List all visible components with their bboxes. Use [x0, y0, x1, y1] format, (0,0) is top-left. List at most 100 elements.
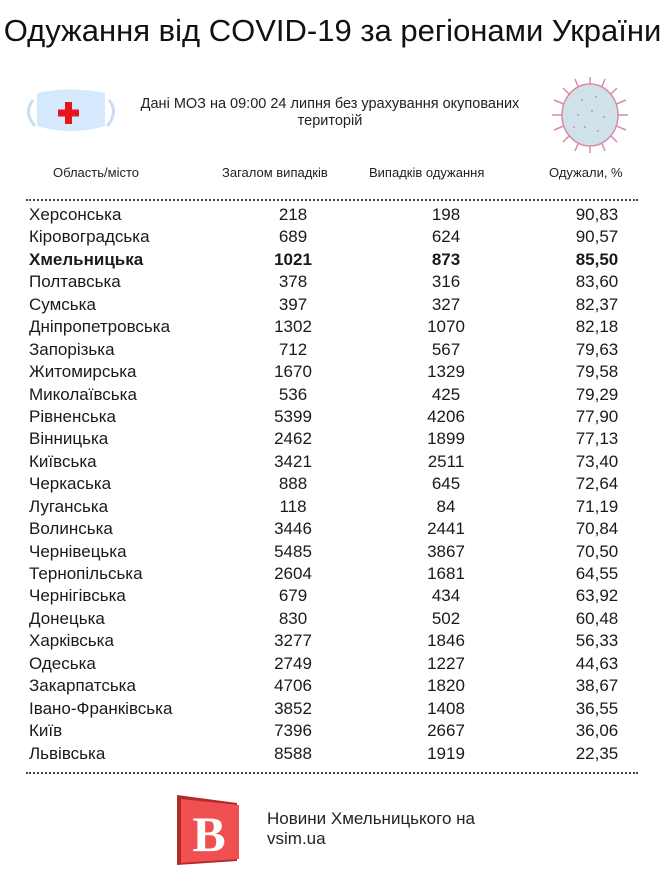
subtitle: Дані МОЗ на 09:00 24 липня без урахуванн… [140, 96, 520, 129]
region-name: Чернігівська [29, 586, 126, 606]
recovered-percent: 36,06 [575, 721, 619, 741]
table-row: Рівненська 5399 4206 77,90 [0, 406, 665, 428]
total-cases: 888 [278, 474, 308, 494]
total-cases: 4706 [274, 676, 312, 696]
recovered-percent: 82,37 [575, 294, 619, 314]
recovered-cases: 84 [436, 496, 456, 516]
total-cases: 536 [278, 384, 308, 404]
recovered-cases: 567 [431, 339, 461, 359]
table-row: Львівська 8588 1919 22,35 [0, 743, 665, 765]
region-name: Київ [29, 721, 63, 741]
table-row: Миколаївська 536 425 79,29 [0, 384, 665, 406]
footer-text: Новини Хмельницького на vsim.ua [267, 809, 475, 849]
total-cases: 5399 [274, 406, 312, 426]
total-cases: 830 [278, 608, 308, 628]
recovered-cases: 327 [431, 294, 461, 314]
recovered-percent: 64,55 [575, 564, 619, 583]
recovered-percent: 38,67 [575, 676, 619, 696]
header-recovered: Випадків одужання [369, 165, 485, 180]
table-row: Тернопільська 2604 1681 64,55 [0, 563, 665, 585]
recovered-cases: 1070 [427, 317, 465, 337]
recovered-percent: 77,13 [575, 429, 619, 449]
header-region: Область/місто [53, 165, 139, 180]
table-row: Луганська 118 84 71,19 [0, 496, 665, 518]
region-name: Луганська [29, 496, 109, 516]
table-row: Чернівецька 5485 3867 70,50 [0, 541, 665, 563]
recovered-percent: 44,63 [575, 653, 619, 673]
region-name: Житомирська [29, 362, 137, 382]
region-name: Сумська [29, 294, 96, 314]
recovered-percent: 36,55 [575, 698, 619, 718]
recovered-percent: 79,63 [575, 339, 619, 359]
page-title: Одужання від COVID-19 за регіонами Украї… [3, 13, 662, 48]
table-row: Кіровоградська 689 624 90,57 [0, 226, 665, 248]
total-cases: 2604 [274, 564, 312, 583]
table-row: Закарпатська 4706 1820 38,67 [0, 675, 665, 697]
region-name: Херсонська [29, 205, 122, 224]
recovered-cases: 1899 [427, 429, 465, 449]
recovered-cases: 1227 [427, 653, 465, 673]
recovered-percent: 70,50 [575, 541, 619, 561]
region-name: Вінницька [29, 429, 109, 449]
table-row: Київська 3421 2511 73,40 [0, 451, 665, 473]
recovered-percent: 90,57 [575, 227, 619, 247]
region-name: Черкаська [29, 474, 112, 494]
table-row: Херсонська 218 198 90,83 [0, 204, 665, 226]
total-cases: 2749 [274, 653, 312, 673]
total-cases: 218 [278, 205, 308, 224]
region-name: Кіровоградська [29, 227, 150, 247]
total-cases: 3277 [274, 631, 312, 651]
recovered-cases: 1820 [427, 676, 465, 696]
recovered-cases: 873 [431, 249, 461, 269]
recovered-percent: 22,35 [575, 743, 619, 763]
region-name: Миколаївська [29, 384, 137, 404]
total-cases: 1021 [274, 249, 312, 269]
total-cases: 689 [278, 227, 308, 247]
table-row: Запорізька 712 567 79,63 [0, 339, 665, 361]
total-cases: 2462 [274, 429, 312, 449]
header-total: Загалом випадків [222, 165, 328, 180]
table-row: Волинська 3446 2441 70,84 [0, 518, 665, 540]
region-name: Чернівецька [29, 541, 127, 561]
recovered-cases: 645 [431, 474, 461, 494]
total-cases: 3421 [274, 451, 312, 471]
recovered-percent: 77,90 [575, 406, 619, 426]
divider-top [26, 199, 638, 201]
recovered-cases: 2441 [427, 519, 465, 539]
recovered-cases: 4206 [427, 406, 465, 426]
region-name: Закарпатська [29, 676, 136, 696]
recovered-percent: 79,29 [575, 384, 619, 404]
table-row: Сумська 397 327 82,37 [0, 294, 665, 316]
table-row: Чернігівська 679 434 63,92 [0, 585, 665, 607]
recovered-percent: 79,58 [575, 362, 619, 382]
region-name: Львівська [29, 743, 106, 763]
total-cases: 679 [278, 586, 308, 606]
recovered-percent: 72,64 [575, 474, 619, 494]
total-cases: 397 [278, 294, 308, 314]
total-cases: 3446 [274, 519, 312, 539]
recovered-cases: 1329 [427, 362, 465, 382]
recovered-percent: 85,50 [575, 249, 619, 269]
recovered-percent: 83,60 [575, 272, 619, 292]
medical-mask-icon [27, 89, 115, 131]
svg-text:B: B [192, 806, 225, 862]
recovered-cases: 1846 [427, 631, 465, 651]
table-row: Вінницька 2462 1899 77,13 [0, 428, 665, 450]
recovered-cases: 502 [431, 608, 461, 628]
table-row: Дніпропетровська 1302 1070 82,18 [0, 316, 665, 338]
table-row: Івано-Франківська 3852 1408 36,55 [0, 698, 665, 720]
region-name: Київська [29, 451, 97, 471]
table-row: Хмельницька 1021 873 85,50 [0, 249, 665, 271]
region-name: Рівненська [29, 406, 117, 426]
footer-line1: Новини Хмельницького на [267, 809, 475, 828]
recovered-percent: 90,83 [575, 205, 619, 224]
region-name: Хмельницька [29, 249, 144, 269]
recovered-percent: 71,19 [575, 496, 619, 516]
recovered-cases: 425 [431, 384, 461, 404]
total-cases: 7396 [274, 721, 312, 741]
recovered-percent: 73,40 [575, 451, 619, 471]
recovered-cases: 3867 [427, 541, 465, 561]
table-row: Полтавська 378 316 83,60 [0, 271, 665, 293]
table-row: Донецька 830 502 60,48 [0, 608, 665, 630]
data-table: Херсонська 218 198 90,83 Кіровоградська 689 62… [0, 204, 665, 765]
